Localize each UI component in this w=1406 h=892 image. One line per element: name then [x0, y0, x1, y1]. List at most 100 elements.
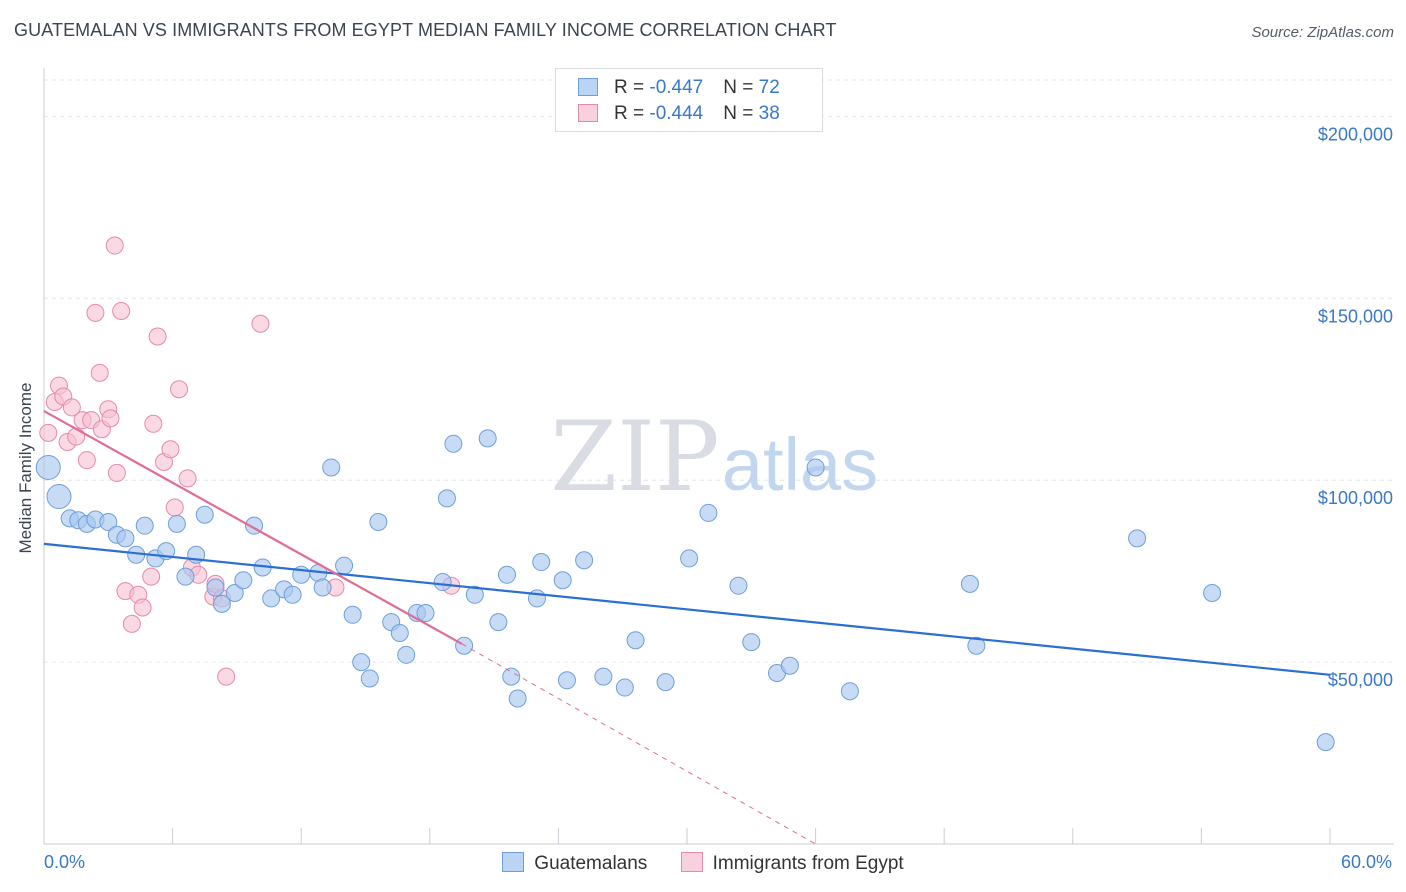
correlation-legend: R = -0.447 N = 72 R = -0.444 N = 38	[555, 68, 823, 132]
guatemalan-point	[557, 671, 576, 690]
legend-r-value: -0.444	[649, 103, 704, 124]
guatemalan-point	[594, 667, 613, 686]
legend-label: Guatemalans	[534, 853, 648, 874]
guatemalan-point	[283, 585, 302, 604]
guatemalan-point	[360, 669, 379, 688]
legend-row-egypt: R = -0.444 N = 38	[578, 103, 780, 127]
y-axis-label: Median Family Income	[16, 382, 35, 554]
watermark-zip: ZIP	[550, 401, 719, 513]
egypt-point	[122, 614, 141, 633]
guatemalan-point	[99, 513, 118, 532]
source-credit: Source: ZipAtlas.com	[1251, 24, 1394, 41]
guatemalan-point	[212, 594, 231, 613]
guatemalan-point	[1203, 583, 1222, 602]
egypt-point	[217, 667, 236, 686]
y-tick-label: $50,000	[1328, 670, 1393, 690]
guatemalan-point	[195, 505, 214, 524]
guatemalan-point	[416, 603, 435, 622]
guatemalan-point	[35, 454, 61, 480]
guatemalan-point	[135, 516, 154, 535]
y-tick-label: $150,000	[1318, 306, 1393, 326]
guatemalan-point	[508, 689, 527, 708]
chart-title: GUATEMALAN VS IMMIGRANTS FROM EGYPT MEDI…	[14, 20, 837, 40]
egypt-point	[86, 303, 105, 322]
guatemalan-point	[960, 574, 979, 593]
guatemalan-point	[176, 567, 195, 586]
guatemalan-point	[167, 514, 186, 533]
y-tick-label: $200,000	[1318, 124, 1393, 144]
guatemalan-point	[397, 645, 416, 664]
guatemalan-point	[444, 434, 463, 453]
x-tick-label-min: 0.0%	[44, 852, 86, 872]
guatemalan-point	[497, 565, 516, 584]
guatemalan-point	[455, 636, 474, 655]
guatemalan-point	[262, 589, 281, 608]
guatemalan-point	[390, 623, 409, 642]
guatemalan-point	[116, 529, 135, 548]
legend-r-value: -0.447	[649, 77, 704, 98]
guatemalan-point	[656, 673, 675, 692]
guatemalan-point	[369, 513, 388, 532]
egypt-point	[112, 302, 131, 321]
guatemalan-point	[780, 656, 799, 675]
egypt-trend-line	[43, 410, 463, 645]
guatemalan-point	[225, 583, 244, 602]
guatemalan-point	[626, 631, 645, 650]
egypt-point	[62, 398, 81, 417]
legend-swatch-blue	[502, 852, 525, 872]
egypt-point	[148, 327, 167, 346]
egypt-point	[178, 469, 197, 488]
legend-swatch-blue	[578, 78, 598, 96]
egypt-point	[39, 423, 58, 442]
x-tick-label-max: 60.0%	[1340, 852, 1392, 872]
guatemalan-point	[615, 678, 634, 697]
series-legend: Guatemalans Immigrants from Egypt	[0, 852, 1406, 875]
guatemalan-point	[699, 503, 718, 522]
egypt-point	[133, 598, 152, 617]
egypt-point	[107, 463, 126, 482]
watermark-atlas: atlas	[722, 423, 878, 506]
egypt-point	[90, 363, 109, 382]
guatemalan-point	[532, 553, 551, 572]
legend-label: Immigrants from Egypt	[712, 853, 904, 874]
guatemalan-point	[967, 636, 986, 655]
guatemalan-point	[680, 549, 699, 568]
guatemalan-point	[575, 551, 594, 570]
y-tick-label: $100,000	[1318, 488, 1393, 508]
guatemalan-point	[352, 653, 371, 672]
egypt-point	[105, 236, 124, 255]
guatemalan-point	[206, 578, 225, 597]
legend-n-value: 38	[758, 103, 780, 124]
guatemalan-point	[234, 571, 253, 590]
egypt-point	[101, 409, 120, 428]
legend-swatch-pink	[578, 104, 598, 122]
guatemalan-point	[437, 489, 456, 508]
guatemalan-point	[729, 576, 748, 595]
guatemalan-point	[553, 571, 572, 590]
legend-n-label: N =	[723, 103, 759, 124]
egypt-trend-extension	[461, 643, 816, 845]
legend-r-label: R =	[614, 77, 650, 98]
legend-item-egypt[interactable]: Immigrants from Egypt	[680, 852, 904, 875]
legend-item-guatemalans[interactable]: Guatemalans	[502, 852, 647, 875]
egypt-point	[77, 451, 96, 470]
guatemalan-point	[1316, 733, 1335, 752]
legend-r-label: R =	[614, 103, 650, 124]
legend-n-label: N =	[723, 77, 759, 98]
guatemalan-point	[489, 613, 508, 632]
guatemalan-point	[742, 633, 761, 652]
egypt-point	[142, 567, 161, 586]
guatemalan-point	[478, 429, 497, 448]
guatemalan-point	[502, 667, 521, 686]
guatemalan-point	[840, 682, 859, 701]
guatemalan-trend-line	[43, 542, 1331, 676]
guatemalan-point	[335, 556, 354, 575]
guatemalan-point	[465, 585, 484, 604]
guatemalan-point	[322, 458, 341, 477]
legend-n-value: 72	[758, 77, 780, 98]
egypt-point	[170, 380, 189, 399]
guatemalan-point	[1128, 529, 1147, 548]
egypt-point	[161, 440, 180, 459]
egypt-point	[165, 498, 184, 517]
